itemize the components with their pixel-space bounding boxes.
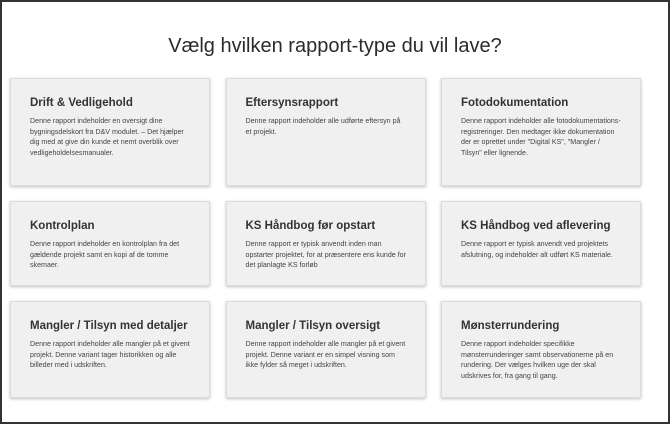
card-title: KS Håndbog ved aflevering: [461, 220, 611, 232]
card-title: Mangler / Tilsyn med detaljer: [30, 320, 188, 332]
card-mangler-detaljer[interactable]: Mangler / Tilsyn med detaljer Denne rappo…: [10, 301, 210, 398]
card-fotodokumentation[interactable]: Fotodokumentation Denne rapport indeholde…: [441, 78, 641, 186]
card-title: Mønsterrundering: [461, 320, 560, 332]
card-description: Denne rapport indeholder en kontrolplan …: [30, 240, 180, 269]
card-drift-vedligehold[interactable]: Drift & Vedligehold Denne rapport indehol…: [10, 78, 210, 186]
card-ks-handbog-opstart[interactable]: KS Håndbog før opstart Denne rapport er t…: [225, 201, 426, 286]
card-title: Mangler / Tilsyn oversigt: [245, 320, 381, 332]
card-title: Eftersynsrapport: [245, 97, 339, 109]
card-title: Drift & Vedligehold: [30, 97, 133, 109]
card-description: Denne rapport indeholder alle mangler på…: [30, 340, 190, 369]
card-eftersynsrapport[interactable]: Eftersynsrapport Denne rapport indeholder…: [225, 78, 426, 186]
card-description: Denne rapport indeholder alle fotodokume…: [461, 117, 621, 157]
card-description: Denne rapport indeholder en oversigt din…: [30, 117, 184, 157]
card-title: Fotodokumentation: [461, 97, 569, 109]
card-description: Denne rapport indeholder specifikke møns…: [461, 340, 614, 380]
card-kontrolplan[interactable]: Kontrolplan Denne rapport indeholder en k…: [10, 201, 210, 286]
card-ks-handbog-aflevering[interactable]: KS Håndbog ved aflevering Denne rapport e…: [441, 201, 641, 286]
card-description: Denne rapport er typisk anvendt inden ma…: [245, 240, 406, 269]
card-description: Denne rapport indeholder alle udførte ef…: [245, 117, 401, 136]
card-description: Denne rapport er typisk anvendt ved proj…: [461, 240, 613, 259]
card-mangler-oversigt[interactable]: Mangler / Tilsyn oversigt Denne rapport i…: [225, 301, 426, 398]
page-title: Vælg hvilken rapport-type du vil lave?: [168, 35, 502, 57]
card-monsterrundering[interactable]: Mønsterrundering Denne rapport indeholder…: [441, 301, 641, 398]
card-title: KS Håndbog før opstart: [245, 220, 376, 232]
card-title: Kontrolplan: [30, 220, 95, 232]
report-type-grid: Drift & Vedligehold Denne rapport indehol…: [10, 78, 641, 398]
card-description: Denne rapport indeholder alle mangler på…: [245, 340, 406, 369]
